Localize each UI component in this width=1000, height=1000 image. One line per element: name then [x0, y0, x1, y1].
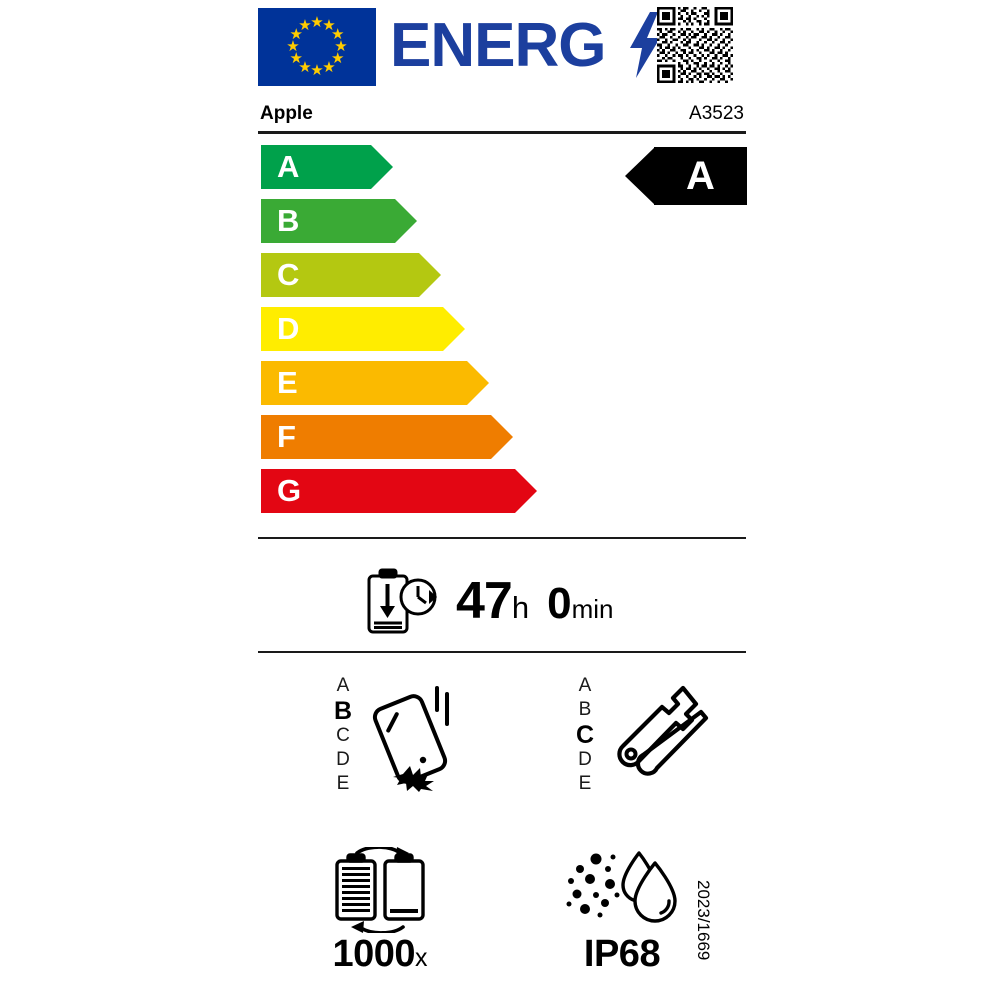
bar-arrow-tip [467, 361, 489, 405]
badge-arrow-tip [625, 147, 655, 205]
energy-class-bar-e: E [261, 361, 489, 405]
energy-class-bar-c: C [261, 253, 441, 297]
class-letter-a: A [578, 675, 592, 696]
energy-class-bar-f: F [261, 415, 513, 459]
divider-under-brand [258, 131, 746, 134]
bar-body [261, 253, 419, 297]
divider-below-battery-life [258, 651, 746, 653]
brand-row: Apple A3523 [258, 100, 746, 132]
phone-drop-icon [372, 686, 449, 792]
energy-class-bar-b: B [261, 199, 417, 243]
badge-class-letter: A [686, 154, 715, 198]
bar-class-letter: A [277, 149, 300, 184]
divider-above-battery-life [258, 537, 746, 539]
class-letter-d: D [336, 749, 350, 770]
battery-life-value: 47h 0min [456, 562, 613, 640]
battery-cycles-section: 1000x [258, 845, 502, 995]
class-letter-e: E [578, 773, 592, 794]
class-letter-d: D [578, 749, 592, 770]
badge-body [654, 147, 747, 205]
class-letter-c: C [575, 721, 595, 749]
bar-class-letter: E [277, 365, 298, 400]
dust-water-icon [566, 851, 677, 923]
brand-name: Apple [260, 103, 313, 124]
class-letter-e: E [336, 773, 350, 794]
battery-cycle-icon [335, 847, 425, 933]
bar-body [261, 361, 467, 405]
bar-body [261, 199, 395, 243]
bar-body [261, 469, 515, 513]
lightning-bolt-icon [630, 12, 660, 78]
energy-class-bar-g: G [261, 469, 537, 513]
model-identifier: A3523 [689, 103, 744, 124]
bar-class-letter: G [277, 473, 302, 508]
energy-class-badge: A [625, 147, 747, 205]
bar-class-letter: C [277, 257, 300, 292]
wrench-screwdriver-icon [617, 685, 709, 776]
eu-flag: ★ ★ ★ ★ ★ ★ ★ ★ ★ ★ ★ ★ [258, 8, 376, 86]
class-letter-c: C [336, 725, 350, 746]
bar-class-letter: D [277, 311, 300, 346]
energy-class-bar-a: A [261, 145, 393, 189]
bar-body [261, 415, 491, 459]
battery-life-minutes: 0 [547, 579, 572, 628]
bar-body [261, 307, 443, 351]
battery-life-hours: 47 [456, 572, 513, 630]
bar-class-letter: B [277, 203, 300, 238]
bar-arrow-tip [491, 415, 513, 459]
class-letter-a: A [336, 675, 350, 696]
bar-arrow-tip [515, 469, 537, 513]
class-letter-b: B [333, 697, 353, 725]
bar-arrow-tip [371, 145, 393, 189]
battery-cycles-value: 1000 [332, 933, 416, 975]
energy-class-bar-d: D [261, 307, 465, 351]
battery-life-row: 47h 0min [258, 558, 746, 644]
bar-arrow-tip [443, 307, 465, 351]
battery-life-minutes-unit: min [571, 594, 614, 624]
battery-cycles-unit: x [415, 944, 428, 972]
battery-clock-icon [367, 568, 437, 634]
battery-life-hours-unit: h [511, 590, 530, 625]
bar-body [261, 145, 371, 189]
battery-cycles-caption: 1000x [258, 933, 502, 976]
ingress-protection-section: IP68 [500, 845, 744, 995]
class-letter-b: B [578, 699, 592, 720]
bar-class-letter: F [277, 419, 296, 454]
ingress-protection-caption: IP68 [500, 933, 744, 976]
energy-wordmark: ENERG [390, 11, 606, 80]
label-header: ★ ★ ★ ★ ★ ★ ★ ★ ★ ★ ★ ★ ENERG [258, 6, 746, 86]
qr-code [657, 7, 733, 83]
ingress-protection-value: IP68 [583, 933, 661, 975]
bar-arrow-tip [419, 253, 441, 297]
regulation-reference: 2023/1669 [694, 880, 713, 961]
bar-arrow-tip [395, 199, 417, 243]
